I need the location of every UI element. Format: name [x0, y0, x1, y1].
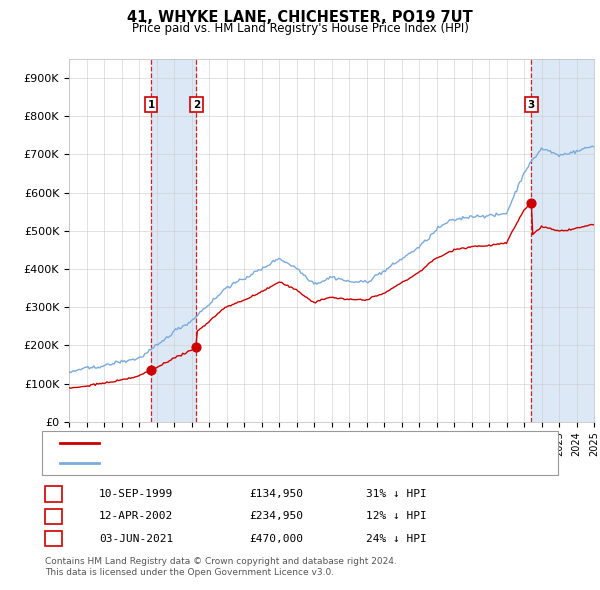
- Text: £234,950: £234,950: [249, 512, 303, 521]
- Text: 03-JUN-2021: 03-JUN-2021: [99, 534, 173, 543]
- Text: 41, WHYKE LANE, CHICHESTER, PO19 7UT: 41, WHYKE LANE, CHICHESTER, PO19 7UT: [127, 10, 473, 25]
- Text: 12% ↓ HPI: 12% ↓ HPI: [366, 512, 427, 521]
- Text: £470,000: £470,000: [249, 534, 303, 543]
- Text: HPI: Average price, detached house, Chichester: HPI: Average price, detached house, Chic…: [105, 458, 354, 467]
- Text: £134,950: £134,950: [249, 489, 303, 499]
- Point: [146, 366, 156, 375]
- Text: 3: 3: [528, 100, 535, 110]
- Bar: [550, 59, 594, 422]
- Text: 12-APR-2002: 12-APR-2002: [99, 512, 173, 521]
- Text: 31% ↓ HPI: 31% ↓ HPI: [366, 489, 427, 499]
- Text: 2: 2: [50, 512, 57, 521]
- Text: 2: 2: [193, 100, 200, 110]
- Text: 41, WHYKE LANE, CHICHESTER, PO19 7UT (detached house): 41, WHYKE LANE, CHICHESTER, PO19 7UT (de…: [105, 438, 419, 448]
- Text: This data is licensed under the Open Government Licence v3.0.: This data is licensed under the Open Gov…: [45, 568, 334, 577]
- Bar: [151, 59, 196, 422]
- Point: [191, 343, 201, 352]
- Text: Price paid vs. HM Land Registry's House Price Index (HPI): Price paid vs. HM Land Registry's House …: [131, 22, 469, 35]
- Text: 3: 3: [50, 534, 57, 543]
- Text: 10-SEP-1999: 10-SEP-1999: [99, 489, 173, 499]
- Text: 24% ↓ HPI: 24% ↓ HPI: [366, 534, 427, 543]
- Point: [527, 198, 536, 207]
- Text: 1: 1: [50, 489, 57, 499]
- Bar: [532, 59, 594, 422]
- Text: 1: 1: [148, 100, 155, 110]
- Text: Contains HM Land Registry data © Crown copyright and database right 2024.: Contains HM Land Registry data © Crown c…: [45, 557, 397, 566]
